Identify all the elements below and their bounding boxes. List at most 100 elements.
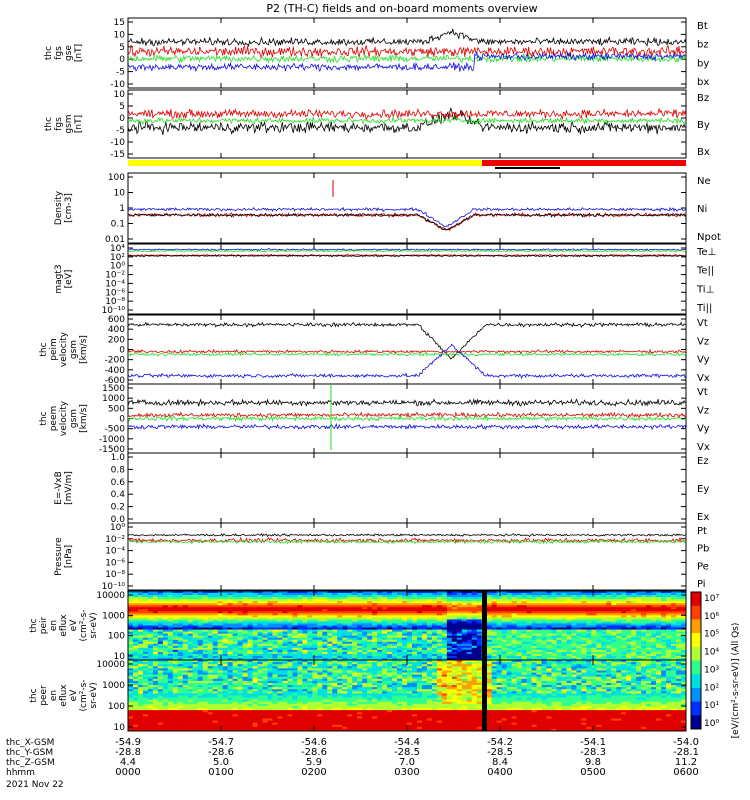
y-axis-label: gsm	[64, 114, 74, 133]
series-npot	[127, 206, 687, 228]
series-bz-gsm	[127, 108, 687, 121]
y-tick-label: 10⁻²	[105, 271, 125, 281]
y-tick-label: 100	[108, 702, 125, 712]
y-axis-label: (cm²-s-	[79, 679, 89, 711]
legend-entry: bx	[697, 77, 709, 88]
series-ti-perp	[127, 248, 687, 252]
y-tick-label: 1000	[102, 394, 125, 404]
legend-entry: bz	[697, 40, 709, 51]
y-tick-label: -1000	[99, 435, 125, 445]
legend-entry: Te⊥	[696, 247, 716, 258]
y-tick-label: 200	[108, 335, 125, 345]
y-tick-label: 10⁻⁸	[105, 570, 125, 580]
y-axis-label: thc	[29, 688, 39, 702]
y-tick-label: 0.1	[111, 220, 125, 230]
x-tick-label: -28.5	[394, 747, 420, 758]
y-axis-label: sr-eV)	[89, 682, 99, 708]
y-tick-label: 1	[119, 204, 125, 214]
x-tick-label: 7.0	[399, 757, 415, 768]
series-te-par	[127, 254, 687, 258]
y-tick-label: 10⁰	[110, 262, 125, 272]
y-tick-label: 5	[119, 43, 125, 53]
peer-spectrogram	[128, 660, 687, 732]
legend-entry: Vt	[697, 387, 708, 398]
date-label: 2021 Nov 22	[6, 780, 64, 790]
x-tick-label: 0100	[208, 767, 233, 778]
legend-entry: Ez	[697, 456, 709, 467]
y-tick-label: -1500	[99, 445, 125, 455]
y-axis-label: peir	[39, 616, 49, 634]
y-axis-label: E=-VxB	[54, 471, 64, 505]
y-axis-label: [nT]	[74, 115, 84, 133]
x-axis-annotations: thc_X-GSM -54.9 -54.7 -54.6 -54.4 -54.2 -54.1-…	[6, 737, 699, 790]
y-tick-label: 10	[114, 30, 126, 40]
panel-frame	[127, 452, 687, 524]
y-tick-label: 10⁻²	[105, 535, 125, 545]
x-tick-label: 9.8	[585, 757, 601, 768]
legend-entry: Vy	[697, 355, 710, 366]
y-tick-label: 100	[108, 632, 125, 642]
legend-entry: Ne	[697, 176, 711, 187]
legend-entry: Vz	[697, 405, 709, 416]
y-axis-label: [cm-3]	[64, 193, 74, 223]
y-axis-label: magt3	[54, 264, 64, 293]
x-tick-label: -54.0	[673, 737, 699, 748]
y-tick-label: 10⁻⁶	[105, 288, 125, 298]
legend-entry: Pi	[697, 579, 706, 590]
legend-entry: Bz	[697, 93, 709, 104]
y-tick-label: 10²	[110, 253, 125, 263]
y-tick-label: 1.0	[111, 453, 126, 463]
y-tick-label: 10⁻⁸	[105, 297, 125, 307]
y-axis-label: [nPa]	[64, 545, 74, 568]
y-tick-label: 10⁻⁴	[105, 547, 125, 557]
y-axis-label: en	[49, 690, 59, 701]
legend-entry: Ex	[697, 512, 709, 523]
y-axis-label: gsm	[69, 409, 79, 428]
y-axis-label: velocity	[59, 400, 69, 436]
x-tick-label: -28.3	[580, 747, 606, 758]
y-axis-label: [km/s]	[79, 404, 89, 433]
legend-entry: by	[697, 58, 709, 69]
series-pt	[127, 532, 687, 538]
y-tick-label: 0	[119, 346, 125, 356]
colorbar-tick: 10⁴	[704, 648, 719, 658]
legend-entry: Pe	[697, 561, 709, 572]
y-tick-label: 0	[119, 114, 125, 124]
y-axis-label: eflux	[59, 614, 69, 637]
colorbar-tick: 10⁰	[704, 719, 719, 729]
x-tick-label: 8.4	[492, 757, 508, 768]
legend-entry: Bx	[697, 147, 710, 158]
x-row-label: thc_Y-GSM	[6, 748, 53, 758]
peir-spectrogram	[128, 591, 687, 661]
legend-entry: By	[697, 120, 710, 131]
y-axis-label: eflux	[59, 684, 69, 707]
y-axis-label: gsm	[69, 340, 79, 359]
y-tick-label: 10	[114, 652, 126, 662]
y-axis-label: thc	[39, 411, 49, 425]
y-tick-label: -10	[110, 138, 125, 148]
panel-fgs-gsm: 10 5 0 -5 -10 -15 thc fgs gsm [nT] Bz By Bx	[44, 89, 710, 160]
series-bx-gse	[127, 51, 687, 73]
series-vy-peem	[127, 414, 687, 423]
y-tick-label: 1500	[102, 384, 125, 394]
series-by-gsm	[127, 116, 687, 126]
y-axis-label: en	[49, 620, 59, 631]
y-tick-label: -10	[110, 80, 125, 90]
y-tick-label: 10	[114, 723, 126, 733]
legend-entry: Ti⊥	[696, 284, 714, 295]
y-tick-label: -5	[116, 68, 125, 78]
y-axis-label: sr-eV)	[89, 612, 99, 638]
y-tick-label: 10⁰	[110, 523, 125, 533]
y-axis-label: Density	[54, 190, 64, 225]
colorbar-tick: 10⁵	[704, 630, 719, 640]
colorbar-tick: 10⁶	[704, 612, 719, 622]
legend-entry: Pt	[697, 526, 707, 537]
legend-entry: Ni	[697, 204, 707, 215]
series-vy-peim	[127, 351, 687, 357]
x-tick-label: 0400	[487, 767, 512, 778]
y-tick-label: 0.4	[111, 490, 126, 500]
panel-pressure: 10⁰ 10⁻² 10⁻⁴10⁻⁶ 10⁻⁸ 10⁻¹⁰ Pressure [nPa] Pt P…	[54, 522, 709, 592]
x-tick-label: 5.9	[306, 757, 322, 768]
